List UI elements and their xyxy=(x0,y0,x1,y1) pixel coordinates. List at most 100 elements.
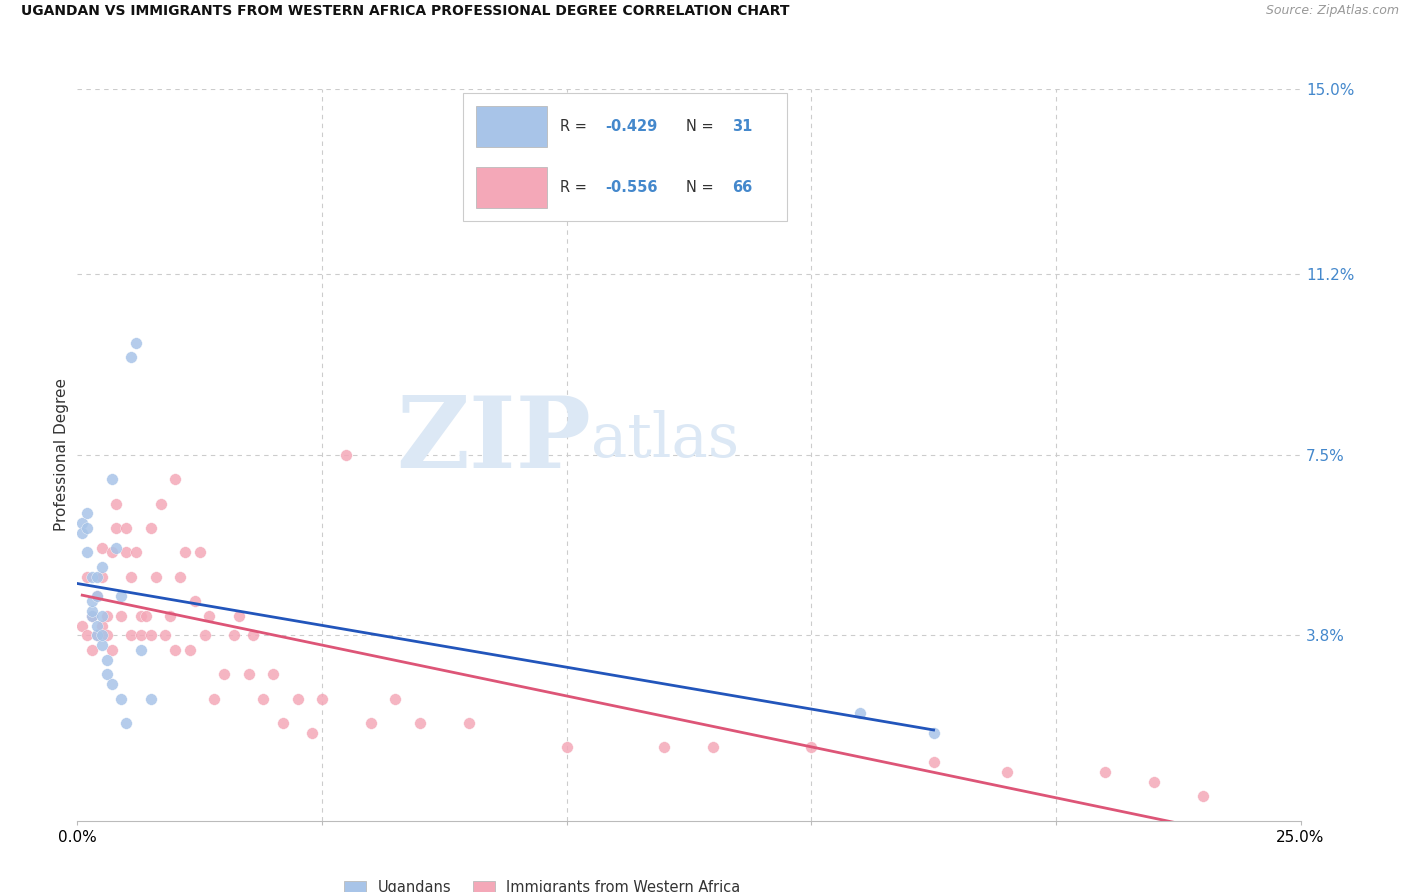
Point xyxy=(105,497,128,511)
FancyBboxPatch shape xyxy=(475,167,547,208)
Point xyxy=(86,590,108,604)
Point xyxy=(125,545,148,559)
Point xyxy=(129,608,152,623)
Point xyxy=(184,594,207,608)
Point xyxy=(228,608,250,623)
Point xyxy=(96,608,118,623)
Point xyxy=(995,764,1018,779)
Point xyxy=(90,570,112,584)
Point xyxy=(1143,774,1166,789)
Point xyxy=(105,541,128,555)
Text: 66: 66 xyxy=(731,180,752,195)
Point xyxy=(115,521,138,535)
Text: -0.429: -0.429 xyxy=(605,119,658,134)
Point xyxy=(90,541,112,555)
Point xyxy=(80,608,103,623)
Point xyxy=(120,351,142,365)
Point xyxy=(262,667,284,681)
Point xyxy=(165,472,187,486)
Point xyxy=(90,628,112,642)
Point xyxy=(70,525,93,540)
Point xyxy=(76,570,98,584)
Point xyxy=(76,507,98,521)
Point xyxy=(120,628,142,642)
Legend: Ugandans, Immigrants from Western Africa: Ugandans, Immigrants from Western Africa xyxy=(337,874,747,892)
Text: ZIP: ZIP xyxy=(396,392,591,489)
Point xyxy=(212,667,235,681)
Point xyxy=(76,628,98,642)
Point xyxy=(222,628,245,642)
Point xyxy=(90,638,112,652)
Point xyxy=(174,545,197,559)
Point xyxy=(145,570,167,584)
Point xyxy=(105,521,128,535)
Point xyxy=(135,608,157,623)
FancyBboxPatch shape xyxy=(475,105,547,146)
Point xyxy=(76,545,98,559)
Text: 31: 31 xyxy=(731,119,752,134)
Point xyxy=(90,618,112,632)
Point xyxy=(922,755,945,769)
Point xyxy=(86,618,108,632)
Text: R =: R = xyxy=(560,119,592,134)
Point xyxy=(80,643,103,657)
Point xyxy=(76,521,98,535)
Point xyxy=(149,497,172,511)
Point xyxy=(96,667,118,681)
Point xyxy=(335,448,357,462)
Point xyxy=(120,570,142,584)
Point xyxy=(198,608,221,623)
Point xyxy=(90,608,112,623)
Point xyxy=(90,560,112,574)
Point xyxy=(287,691,309,706)
Point xyxy=(110,691,132,706)
Point xyxy=(457,716,479,731)
Point xyxy=(800,740,823,755)
Point xyxy=(115,545,138,559)
Point xyxy=(80,570,103,584)
Point xyxy=(555,740,578,755)
Text: N =: N = xyxy=(686,180,718,195)
Text: -0.556: -0.556 xyxy=(605,180,658,195)
Text: Source: ZipAtlas.com: Source: ZipAtlas.com xyxy=(1265,4,1399,18)
Point xyxy=(360,716,382,731)
Point xyxy=(100,677,122,691)
Point xyxy=(96,653,118,667)
Point xyxy=(86,570,108,584)
Point xyxy=(86,590,108,604)
Point xyxy=(115,716,138,731)
Point xyxy=(159,608,181,623)
Text: R =: R = xyxy=(560,180,592,195)
Point xyxy=(188,545,211,559)
Point xyxy=(139,691,162,706)
Point xyxy=(169,570,191,584)
Point xyxy=(271,716,294,731)
Point xyxy=(165,643,187,657)
Point xyxy=(384,691,406,706)
Point xyxy=(252,691,274,706)
Point xyxy=(139,628,162,642)
Point xyxy=(80,604,103,618)
Text: N =: N = xyxy=(686,119,718,134)
Point xyxy=(193,628,215,642)
Point xyxy=(155,628,177,642)
Point xyxy=(110,608,132,623)
Point xyxy=(86,628,108,642)
Point xyxy=(1094,764,1116,779)
Point xyxy=(202,691,225,706)
Point xyxy=(96,628,118,642)
Point xyxy=(110,590,132,604)
Point xyxy=(301,726,323,740)
Text: atlas: atlas xyxy=(591,410,740,470)
Point xyxy=(654,740,676,755)
Point xyxy=(139,521,162,535)
Point xyxy=(702,740,724,755)
Point xyxy=(70,618,93,632)
Y-axis label: Professional Degree: Professional Degree xyxy=(53,378,69,532)
Point xyxy=(100,545,122,559)
Point xyxy=(922,726,945,740)
Point xyxy=(86,628,108,642)
Point xyxy=(179,643,201,657)
Text: UGANDAN VS IMMIGRANTS FROM WESTERN AFRICA PROFESSIONAL DEGREE CORRELATION CHART: UGANDAN VS IMMIGRANTS FROM WESTERN AFRIC… xyxy=(21,4,790,19)
FancyBboxPatch shape xyxy=(463,93,787,221)
